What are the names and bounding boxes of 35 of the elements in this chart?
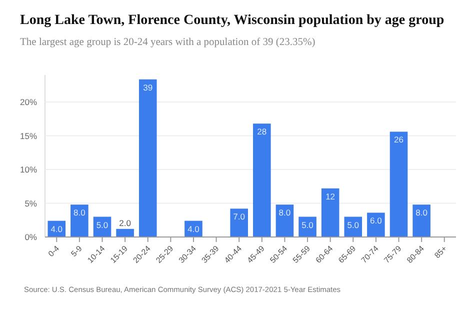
bar xyxy=(116,228,134,237)
annotation: 26 xyxy=(394,134,404,145)
y-tick-label: 10% xyxy=(20,164,38,174)
chart-title: Long Lake Town, Florence County, Wisconsin population by age group xyxy=(20,13,444,28)
x-tick-label: 0-4 xyxy=(46,244,62,259)
annotation: 5.0 xyxy=(96,220,108,230)
chart-subtitle: The largest age group is 20-24 years with a population of 39 (23.35%) xyxy=(20,37,316,48)
annotation: 7.0 xyxy=(233,212,246,222)
y-tick-label: 5% xyxy=(24,198,38,208)
y-tick-label: 15% xyxy=(20,130,38,141)
bar xyxy=(138,79,157,237)
bar xyxy=(390,132,408,237)
annotation: 8.0 xyxy=(416,208,428,218)
y-tick-label: 0% xyxy=(24,232,38,242)
x-tick-label: 5-9 xyxy=(69,244,84,259)
bar xyxy=(230,208,248,237)
bar xyxy=(70,204,88,237)
bar xyxy=(253,124,271,237)
bar xyxy=(321,188,340,237)
y-tick-label: 20% xyxy=(20,97,38,107)
annotation: 39 xyxy=(143,82,153,92)
annotation: 2.0 xyxy=(119,218,132,228)
annotation: 4.0 xyxy=(188,224,200,234)
annotation: 12 xyxy=(326,191,336,202)
annotation: 5.0 xyxy=(302,220,314,230)
annotation: 6.0 xyxy=(370,216,382,226)
bar xyxy=(276,204,294,237)
bar xyxy=(367,212,385,237)
annotation: 8.0 xyxy=(278,208,291,218)
annotation: 8.0 xyxy=(74,208,86,218)
annotation: 28 xyxy=(257,126,267,137)
annotation: 5.0 xyxy=(347,220,360,230)
bar xyxy=(412,204,430,237)
annotation: 4.0 xyxy=(50,224,63,234)
x-tick-label: 85+ xyxy=(432,244,450,260)
